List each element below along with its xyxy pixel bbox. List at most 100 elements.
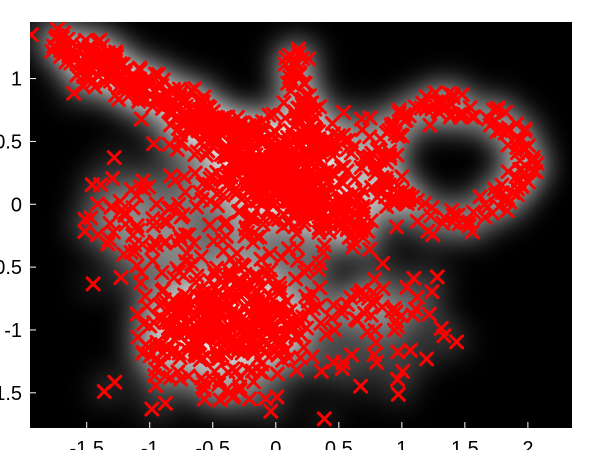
data-point-marker: [318, 327, 334, 343]
data-point-marker: [85, 276, 101, 292]
data-point-marker: [265, 341, 281, 357]
data-point-marker: [497, 125, 513, 141]
data-point-marker: [106, 150, 122, 166]
data-point-marker: [280, 75, 296, 91]
data-point-marker: [232, 204, 248, 220]
x-tick-label: 1: [396, 438, 407, 450]
data-point-marker: [378, 125, 394, 141]
data-point-marker: [525, 149, 541, 165]
data-point-marker: [245, 322, 261, 338]
data-point-marker: [528, 164, 544, 180]
data-point-marker: [465, 204, 481, 220]
data-point-marker: [231, 130, 247, 146]
y-tick-label: -0.5: [0, 257, 22, 279]
data-point-marker: [177, 184, 193, 200]
data-point-marker: [109, 48, 125, 64]
data-point-marker: [146, 92, 162, 108]
data-point-marker: [65, 42, 81, 58]
data-point-marker: [170, 110, 186, 126]
data-point-marker: [464, 109, 480, 125]
data-point-marker: [377, 177, 393, 193]
data-point-marker: [129, 218, 145, 234]
data-point-marker: [402, 342, 418, 358]
data-point-marker: [214, 287, 230, 303]
data-point-marker: [87, 79, 103, 95]
data-point-marker: [391, 102, 407, 118]
data-point-marker: [209, 198, 225, 214]
data-point-marker: [277, 110, 293, 126]
data-point-marker: [334, 160, 350, 176]
data-point-marker: [290, 252, 306, 268]
data-point-marker: [112, 78, 128, 94]
data-point-marker: [133, 265, 149, 281]
data-point-marker: [366, 347, 382, 363]
data-point-marker: [107, 374, 123, 390]
data-point-marker: [211, 376, 227, 392]
data-point-marker: [257, 132, 273, 148]
data-point-marker: [290, 100, 306, 116]
data-point-marker: [265, 106, 281, 122]
data-point-marker: [501, 194, 517, 210]
x-tick-label: 1.5: [451, 438, 479, 450]
data-point-marker: [312, 99, 328, 115]
data-point-marker: [77, 59, 93, 75]
data-point-marker: [248, 147, 264, 163]
data-point-marker: [155, 72, 171, 88]
data-point-marker: [170, 364, 186, 380]
data-point-marker: [186, 318, 202, 334]
data-point-marker: [112, 194, 128, 210]
data-point-marker: [283, 83, 299, 99]
data-point-marker: [405, 307, 421, 323]
data-point-marker: [409, 213, 425, 229]
data-point-marker: [171, 196, 187, 212]
data-point-marker: [234, 153, 250, 169]
data-point-marker: [90, 227, 106, 243]
data-point-marker: [216, 216, 232, 232]
data-point-marker: [202, 217, 218, 233]
data-point-marker: [291, 46, 307, 62]
data-point-marker: [145, 253, 161, 269]
y-tick-label: 0.5: [0, 131, 22, 153]
data-point-marker: [390, 386, 406, 402]
data-point-marker: [425, 227, 441, 243]
data-point-marker: [136, 316, 152, 332]
data-point-marker: [257, 391, 273, 407]
data-point-marker: [102, 215, 118, 231]
data-point-marker: [274, 250, 290, 266]
data-point-marker: [388, 313, 404, 329]
data-point-marker: [154, 265, 170, 281]
data-point-marker: [104, 199, 120, 215]
data-point-marker: [399, 195, 415, 211]
data-point-marker: [240, 361, 256, 377]
data-point-marker: [77, 224, 93, 240]
data-point-marker: [297, 264, 313, 280]
data-point-marker: [494, 177, 510, 193]
data-point-marker: [296, 212, 312, 228]
data-point-marker: [237, 266, 253, 282]
data-point-marker: [292, 66, 308, 82]
x-tick-label: -0.5: [196, 438, 230, 450]
data-point-marker: [230, 109, 246, 125]
data-point-marker: [180, 368, 196, 384]
data-point-marker: [375, 255, 391, 271]
data-point-marker: [291, 111, 307, 127]
data-point-marker: [517, 121, 533, 137]
data-point-marker: [335, 175, 351, 191]
data-point-marker: [291, 198, 307, 214]
data-point-marker: [292, 315, 308, 331]
data-point-marker: [238, 221, 254, 237]
data-point-marker: [508, 116, 524, 132]
data-point-marker: [119, 74, 135, 90]
data-point-marker: [165, 300, 181, 316]
data-point-marker: [292, 350, 308, 366]
data-point-marker: [144, 401, 160, 417]
data-point-marker: [422, 117, 438, 133]
data-point-marker: [66, 85, 82, 101]
data-point-marker: [374, 150, 390, 166]
data-point-marker: [157, 395, 173, 411]
data-point-marker: [324, 115, 340, 131]
data-point-marker: [311, 298, 327, 314]
data-point-marker: [133, 111, 149, 127]
data-point-marker: [347, 171, 363, 187]
data-point-marker: [275, 219, 291, 235]
